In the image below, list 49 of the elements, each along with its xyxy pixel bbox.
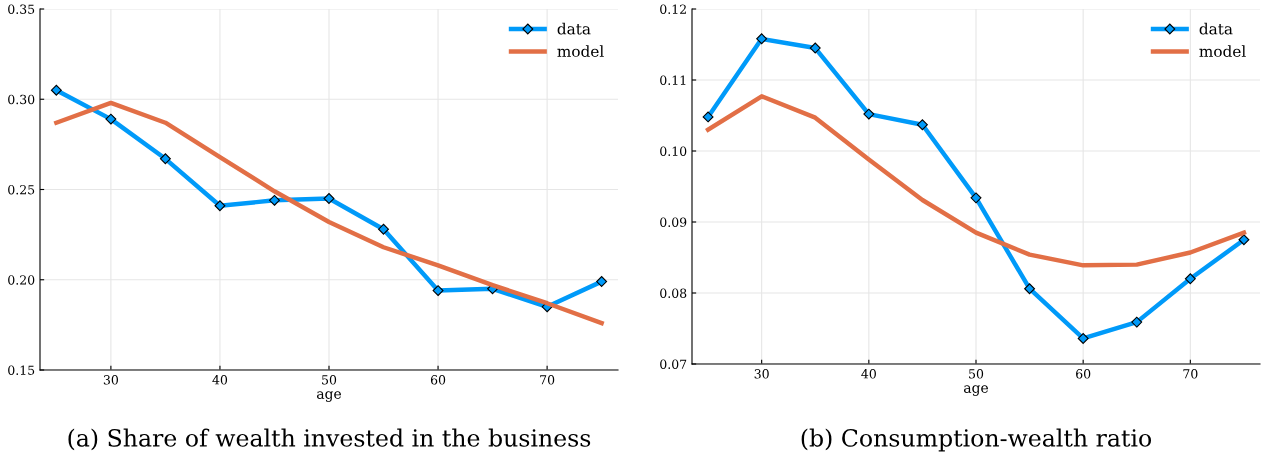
y-tick-label: 0.20 [8, 275, 35, 285]
point [702, 111, 714, 123]
point [1024, 283, 1036, 295]
y-tick-label: 0.08 [660, 288, 687, 298]
point [809, 42, 821, 54]
point [1131, 316, 1143, 328]
y-tick-label: 0.12 [660, 4, 686, 14]
text: (a) Share of wealth invested in the business [68, 428, 591, 451]
x-tick-label: 60 [430, 375, 446, 385]
y-tick-label: 0.09 [660, 217, 687, 227]
y-tick-label: 0.07 [660, 359, 687, 369]
y-tick-label: 0.30 [8, 94, 35, 105]
point [596, 276, 608, 288]
point [432, 285, 444, 297]
point [159, 153, 171, 165]
x-tick-label: 40 [861, 369, 876, 379]
x-tick-label: 40 [212, 375, 228, 385]
text: (b) Consumption-wealth ratio [801, 428, 1152, 452]
legend-label: data [1199, 22, 1233, 35]
point [970, 192, 982, 204]
x-tick-label: 30 [103, 375, 119, 385]
point [1184, 273, 1196, 285]
point [1238, 234, 1250, 246]
x-tick-label: 60 [1076, 369, 1091, 379]
y-tick-label: 0.35 [8, 4, 35, 14]
point [269, 194, 280, 206]
point [1077, 332, 1089, 344]
point [863, 108, 875, 120]
point [50, 84, 62, 96]
x-tick-label: 70 [1183, 369, 1198, 379]
x-tick-label: 50 [322, 375, 337, 385]
y-tick-label: 0.25 [8, 184, 35, 195]
y-tick-label: 0.11 [660, 75, 686, 85]
point [214, 200, 226, 212]
y-tick-label: 0.15 [8, 365, 35, 375]
x-axis-title: age [964, 385, 988, 396]
point [756, 33, 768, 45]
point [323, 193, 335, 204]
x-tick-label: 70 [540, 375, 555, 385]
legend-label: model [557, 45, 604, 57]
legend-label: data [557, 22, 591, 35]
point [105, 113, 117, 125]
x-axis-title: age [317, 391, 341, 402]
legend-label: model [1199, 45, 1246, 57]
point [916, 119, 928, 131]
y-tick-label: 0.10 [660, 146, 687, 156]
x-tick-label: 50 [969, 369, 984, 379]
x-tick-label: 30 [754, 369, 769, 379]
point [378, 223, 389, 235]
